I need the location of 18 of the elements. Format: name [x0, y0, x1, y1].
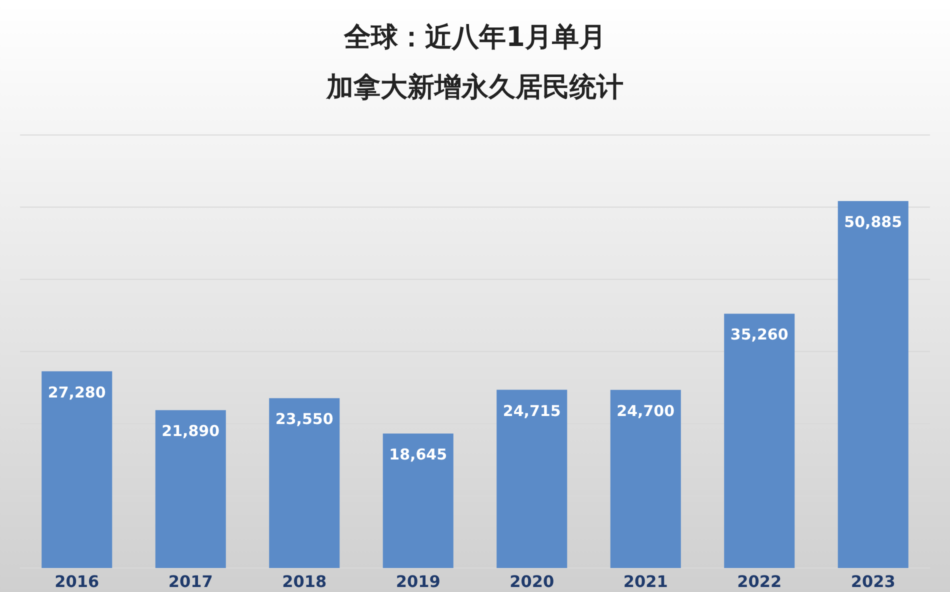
x-tick-label: 2020 [510, 572, 554, 591]
data-label: 50,885 [844, 213, 902, 232]
data-label: 24,700 [616, 402, 675, 420]
data-label: 23,550 [275, 410, 334, 428]
x-tick-label: 2021 [623, 572, 668, 591]
x-tick-label: 2018 [282, 572, 327, 591]
x-tick-label: 2017 [168, 572, 213, 591]
data-label: 21,890 [162, 422, 220, 440]
data-label: 18,645 [389, 446, 448, 464]
x-tick-label: 2016 [54, 572, 100, 591]
chart-subtitle: 加拿大新增永久居民统计 [326, 72, 624, 103]
x-tick-label: 2022 [737, 572, 782, 591]
data-label: 24,715 [502, 402, 561, 420]
x-tick-label: 2023 [850, 572, 896, 591]
x-tick-label: 2019 [396, 572, 440, 591]
data-label: 27,280 [48, 383, 106, 402]
data-label: 35,260 [730, 326, 788, 344]
chart-title: 全球：近八年1月单月 [343, 22, 606, 53]
